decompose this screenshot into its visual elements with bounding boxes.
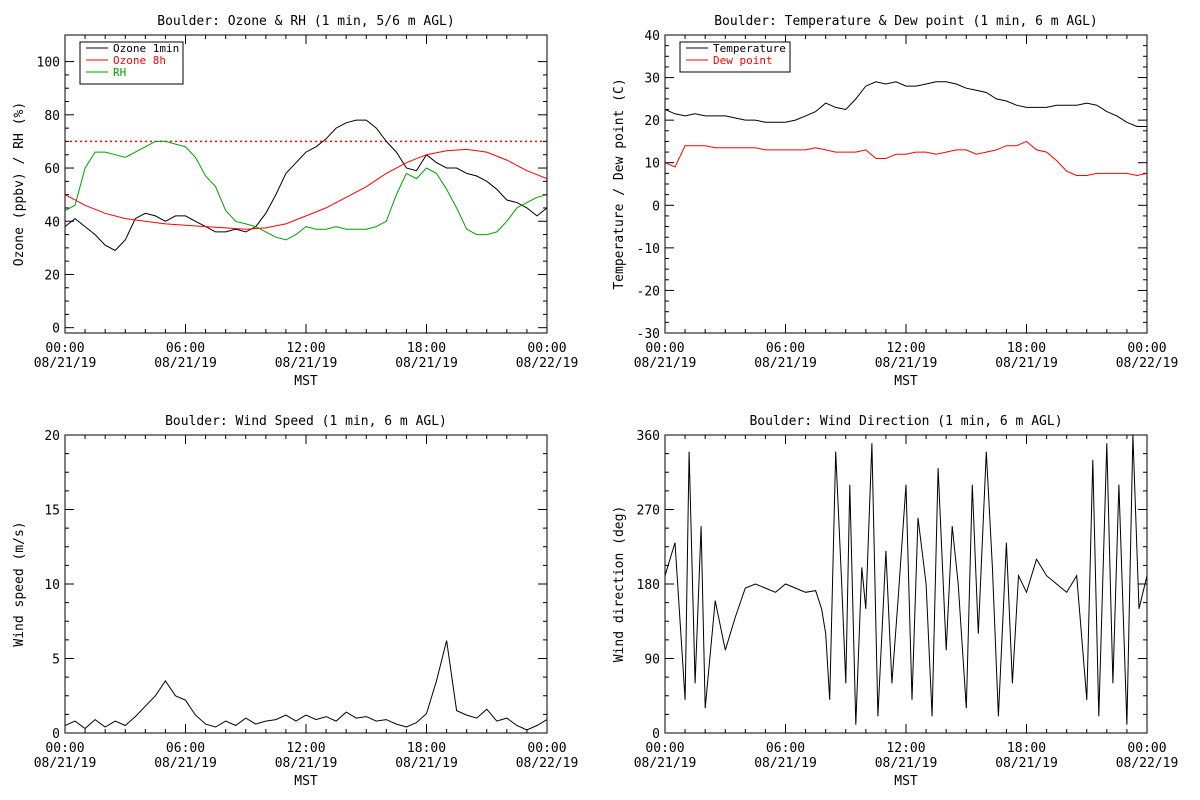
x-tick-label: 12:00 08/21/19	[275, 741, 338, 771]
x-tick-label: 00:00 08/21/19	[634, 741, 697, 771]
y-axis-label: Temperature / Dew point (C)	[612, 78, 627, 289]
chart-panel-1: Boulder: Ozone & RH (1 min, 5/6 m AGL) Oz…	[12, 14, 578, 389]
chart-panel-4: Boulder: Wind Direction (1 min, 6 m AGL)…	[612, 414, 1178, 789]
y-tick-label: 180	[637, 578, 660, 593]
chart-title: Boulder: Wind Speed (1 min, 6 m AGL)	[165, 414, 447, 429]
y-tick-label: -10	[637, 242, 660, 257]
series-line-1	[665, 435, 1147, 725]
legend-label: Ozone 8h	[113, 54, 166, 67]
x-tick-label: 12:00 08/21/19	[875, 341, 938, 371]
series-line-3	[65, 140, 547, 241]
y-tick-label: 360	[637, 429, 660, 444]
y-tick-label: 0	[652, 199, 660, 214]
chart-title: Boulder: Temperature & Dew point (1 min,…	[714, 14, 1098, 29]
y-tick-label: 80	[44, 109, 60, 124]
y-tick-label: 0	[652, 727, 660, 742]
x-tick-label: 00:00 08/21/19	[634, 341, 697, 371]
y-tick-label: 10	[644, 157, 660, 172]
x-tick-label: 18:00 08/21/19	[395, 341, 458, 371]
y-tick-label: 20	[44, 429, 60, 444]
series-line-1	[65, 119, 547, 252]
legend-label: RH	[113, 66, 126, 79]
series-line-1	[665, 81, 1147, 127]
y-tick-label: 20	[44, 268, 60, 283]
y-tick-label: 20	[644, 114, 660, 129]
legend-label: Ozone 1min	[113, 42, 179, 55]
series-line-1	[65, 640, 547, 731]
plot-frame	[664, 34, 1148, 334]
chart-title: Boulder: Ozone & RH (1 min, 5/6 m AGL)	[157, 14, 454, 29]
legend-label: Dew point	[713, 54, 773, 67]
chart-panel-2: Boulder: Temperature & Dew point (1 min,…	[612, 14, 1178, 389]
x-tick-label: 06:00 08/21/19	[154, 741, 217, 771]
x-axis-label: MST	[894, 774, 918, 789]
x-tick-label: 00:00 08/22/19	[1116, 341, 1179, 371]
y-axis-label: Ozone (ppbv) / RH (%)	[12, 102, 27, 266]
x-tick-label: 06:00 08/21/19	[754, 741, 817, 771]
y-tick-label: 90	[644, 653, 660, 668]
x-tick-label: 12:00 08/21/19	[275, 341, 338, 371]
y-tick-label: 40	[644, 29, 660, 44]
y-tick-label: 0	[52, 322, 60, 337]
legend-box	[79, 41, 184, 85]
y-tick-label: -20	[637, 284, 660, 299]
y-tick-label: 40	[44, 215, 60, 230]
y-tick-label: -30	[637, 327, 660, 342]
y-tick-label: 10	[44, 578, 60, 593]
x-tick-label: 12:00 08/21/19	[875, 741, 938, 771]
x-axis-label: MST	[294, 374, 318, 389]
y-tick-label: 270	[637, 504, 660, 519]
x-tick-label: 00:00 08/21/19	[34, 341, 97, 371]
x-tick-label: 18:00 08/21/19	[995, 341, 1058, 371]
legend-label: Temperature	[713, 42, 786, 55]
plot-frame	[64, 434, 548, 734]
y-tick-label: 5	[52, 653, 60, 668]
x-axis-label: MST	[894, 374, 918, 389]
chart-title: Boulder: Wind Direction (1 min, 6 m AGL)	[749, 414, 1062, 429]
y-axis-label: Wind speed (m/s)	[12, 521, 27, 646]
x-tick-label: 00:00 08/22/19	[516, 741, 579, 771]
x-tick-label: 00:00 08/22/19	[516, 341, 579, 371]
y-tick-label: 30	[644, 72, 660, 87]
x-tick-label: 00:00 08/21/19	[34, 741, 97, 771]
x-tick-label: 06:00 08/21/19	[154, 341, 217, 371]
y-tick-label: 15	[44, 504, 60, 519]
y-tick-label: 0	[52, 727, 60, 742]
x-tick-label: 06:00 08/21/19	[754, 341, 817, 371]
x-tick-label: 18:00 08/21/19	[995, 741, 1058, 771]
x-tick-label: 00:00 08/22/19	[1116, 741, 1179, 771]
legend-box	[679, 41, 791, 73]
chart-panel-3: Boulder: Wind Speed (1 min, 6 m AGL) Wind…	[12, 414, 578, 789]
x-axis-label: MST	[294, 774, 318, 789]
y-axis-label: Wind direction (deg)	[612, 506, 627, 663]
y-tick-label: 100	[37, 56, 60, 71]
series-line-2	[65, 148, 547, 230]
series-line-2	[665, 140, 1147, 177]
plot-frame	[664, 434, 1148, 734]
y-tick-label: 60	[44, 162, 60, 177]
x-tick-label: 18:00 08/21/19	[395, 741, 458, 771]
plot-frame	[64, 34, 548, 334]
